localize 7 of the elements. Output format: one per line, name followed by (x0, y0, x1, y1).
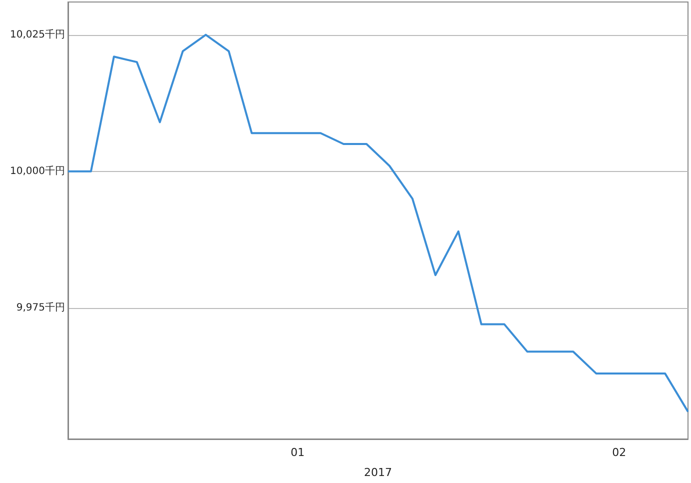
y-tick-label: 10,000千円 (10, 164, 65, 177)
line-series (67, 34, 689, 413)
x-tick-label: 02 (612, 446, 626, 459)
x-tick-label: 01 (290, 446, 305, 459)
y-tick-label: 9,975千円 (16, 301, 65, 314)
x-axis-title: 2017 (364, 466, 392, 479)
y-tick-label: 10,025千円 (10, 28, 65, 40)
